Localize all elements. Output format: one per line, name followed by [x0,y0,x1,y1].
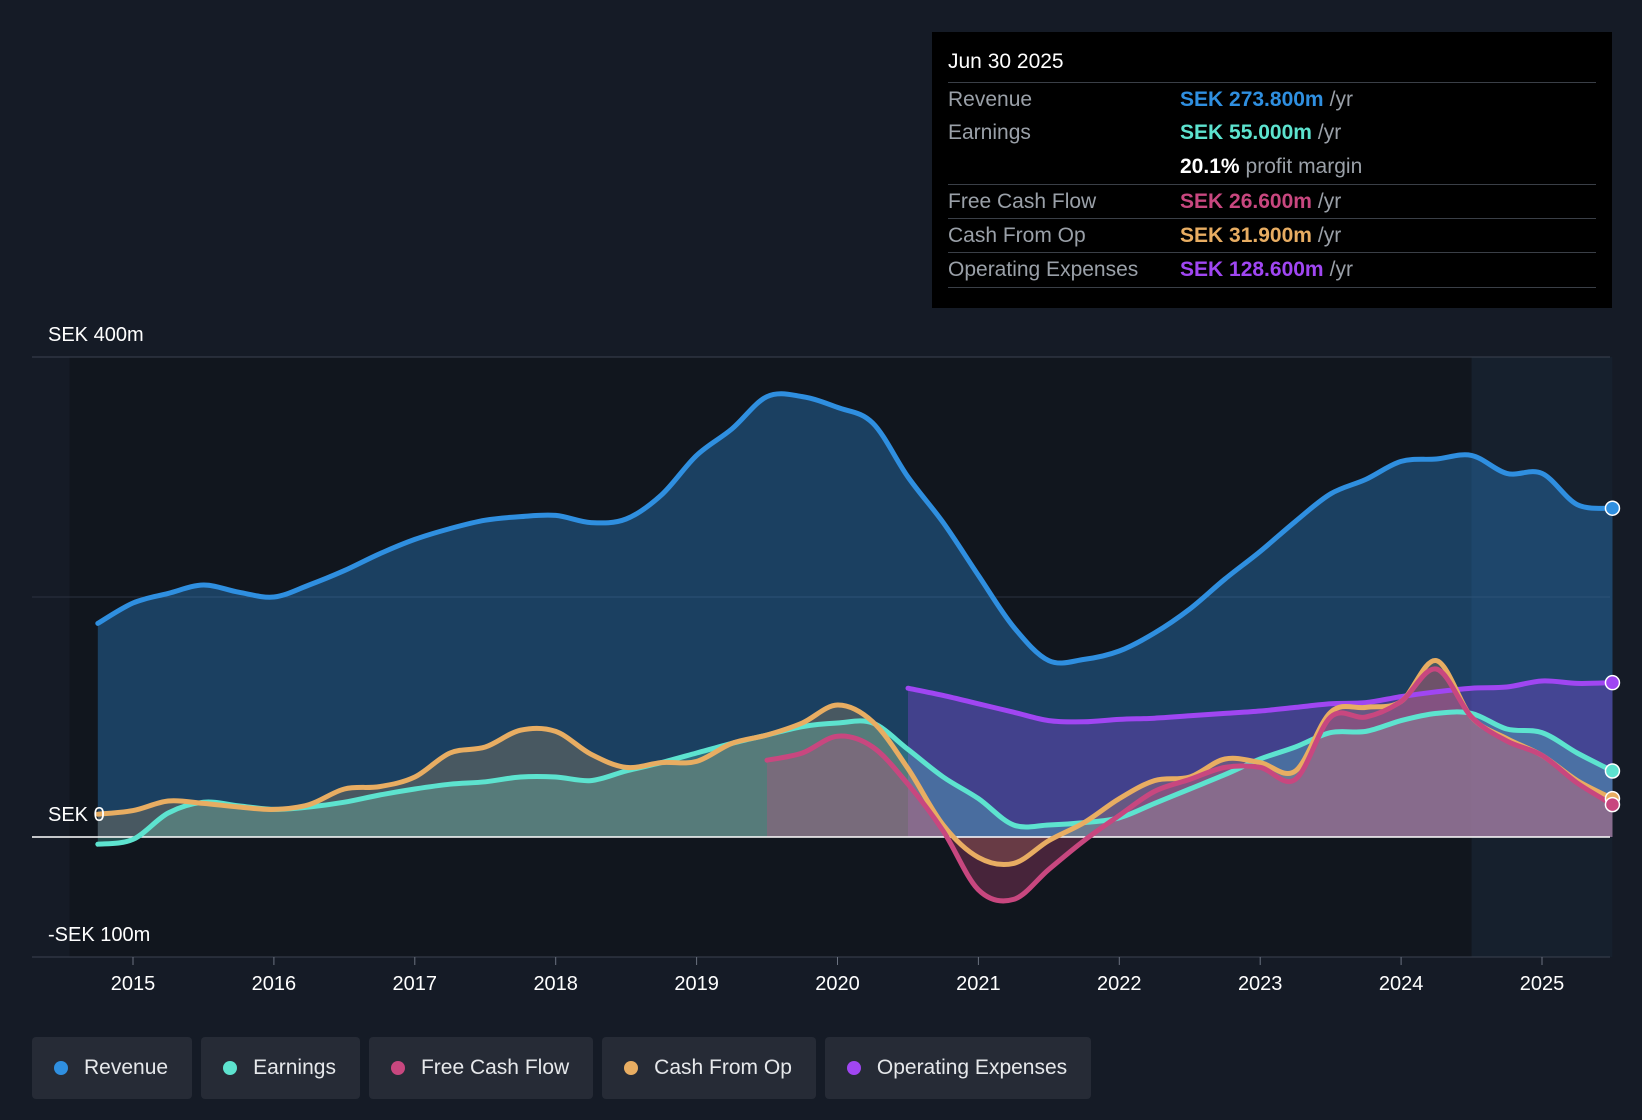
tooltip-label: Operating Expenses [948,258,1139,281]
tooltip-value: SEK 273.800m/yr [1180,88,1353,112]
tooltip-value: SEK 55.000m/yr [1180,121,1341,145]
legend-dot-icon [624,1061,639,1075]
legend-item-opex[interactable]: Operating Expenses [824,1037,1092,1099]
tooltip-row-cfo: Cash From Op SEK 31.900m/yr [948,218,1596,253]
legend-label: Operating Expenses [876,1056,1068,1079]
y-axis-label: SEK 400m [48,324,144,346]
tooltip-value: SEK 128.600m/yr [1180,258,1353,282]
legend-item-earnings[interactable]: Earnings [201,1037,360,1099]
chart-area: SEK 400m SEK 0 -SEK 100m 2015 2016 2017 2018 20… [32,324,1621,995]
legend-dot-icon [54,1061,68,1075]
forecast-region [1471,357,1613,957]
tooltip-unit: /yr [1317,224,1342,247]
y-axis-label: -SEK 100m [48,924,150,946]
endpoint-fcf [1604,796,1621,813]
tooltip-label: Earnings [948,121,1031,144]
tooltip-unit: /yr [1329,258,1353,281]
x-tick-label: 2025 [1520,973,1565,995]
x-tick-label: 2022 [1097,973,1142,995]
endpoint-opex [1604,674,1621,691]
legend-label: Free Cash Flow [420,1056,570,1079]
tooltip-value-text: 20.1% [1180,155,1240,178]
tooltip-unit: profit margin [1245,155,1363,178]
tooltip-label: Free Cash Flow [948,190,1097,213]
area-earnings [97,711,1613,845]
x-tick-label: 2016 [252,973,297,995]
tooltip-date: Jun 30 2025 [948,50,1064,73]
endpoint-revenue [1604,500,1621,516]
legend-item-revenue[interactable]: Revenue [32,1037,193,1099]
x-tick-label: 2019 [674,973,719,995]
legend-label: Cash From Op [654,1056,792,1079]
legend: Revenue Earnings Free Cash Flow Cash Fro… [32,1037,1092,1099]
legend-label: Revenue [84,1056,169,1079]
x-tick-label: 2018 [533,973,578,995]
tooltip-value: SEK 31.900m/yr [1180,224,1341,248]
area-revenue [97,393,1613,837]
plot-background [69,357,1613,957]
legend-dot-icon [390,1061,405,1075]
legend-dot-icon [223,1061,238,1075]
line-cfo [95,658,1615,868]
tooltip-value: SEK 26.600m/yr [1180,190,1341,214]
tooltip-row-revenue: Revenue SEK 273.800m/yr [948,82,1596,117]
x-tick-label: 2015 [111,973,156,995]
y-axis-label: SEK 0 [48,804,105,826]
tooltip-label: Cash From Op [948,224,1086,247]
area-cfo [97,660,1613,865]
tooltip-unit: /yr [1329,88,1353,111]
legend-dot-icon [846,1061,861,1075]
legend-label: Earnings [253,1056,336,1079]
legend-item-fcf[interactable]: Free Cash Flow [368,1037,594,1099]
x-tick-label: 2023 [1238,973,1283,995]
tooltip-row-earnings: Earnings SEK 55.000m/yr [948,116,1596,150]
line-earnings [95,709,1615,847]
x-tick-label: 2021 [956,973,1001,995]
tooltip-panel: Jun 30 2025 Revenue SEK 273.800m/yr Earn… [932,32,1612,308]
line-opex [905,678,1615,725]
legend-item-cfo[interactable]: Cash From Op [602,1037,816,1099]
endpoint-earnings [1604,763,1621,779]
tooltip-row-fcf: Free Cash Flow SEK 26.600m/yr [948,184,1596,219]
x-tick-label: 2024 [1379,973,1424,995]
line-revenue [95,391,1615,666]
tooltip-row-margin: 20.1% profit margin [948,150,1596,184]
tooltip-label: Revenue [948,88,1033,111]
tooltip-row-opex: Operating Expenses SEK 128.600m/yr [948,252,1596,288]
tooltip-value-text: SEK 128.600m [1180,258,1324,281]
tooltip-value-text: SEK 55.000m [1180,121,1312,144]
tooltip-value: 20.1% profit margin [1180,155,1362,179]
area-fcf [767,668,1613,901]
line-fcf [764,666,1615,904]
tooltip-value-text: SEK 31.900m [1180,224,1312,247]
x-tick-label: 2020 [815,973,860,995]
x-tick-label: 2017 [393,973,438,995]
tooltip-unit: /yr [1317,190,1342,213]
tooltip-value-text: SEK 273.800m [1180,88,1324,111]
tooltip-unit: /yr [1317,121,1342,144]
tooltip-value-text: SEK 26.600m [1180,190,1312,213]
